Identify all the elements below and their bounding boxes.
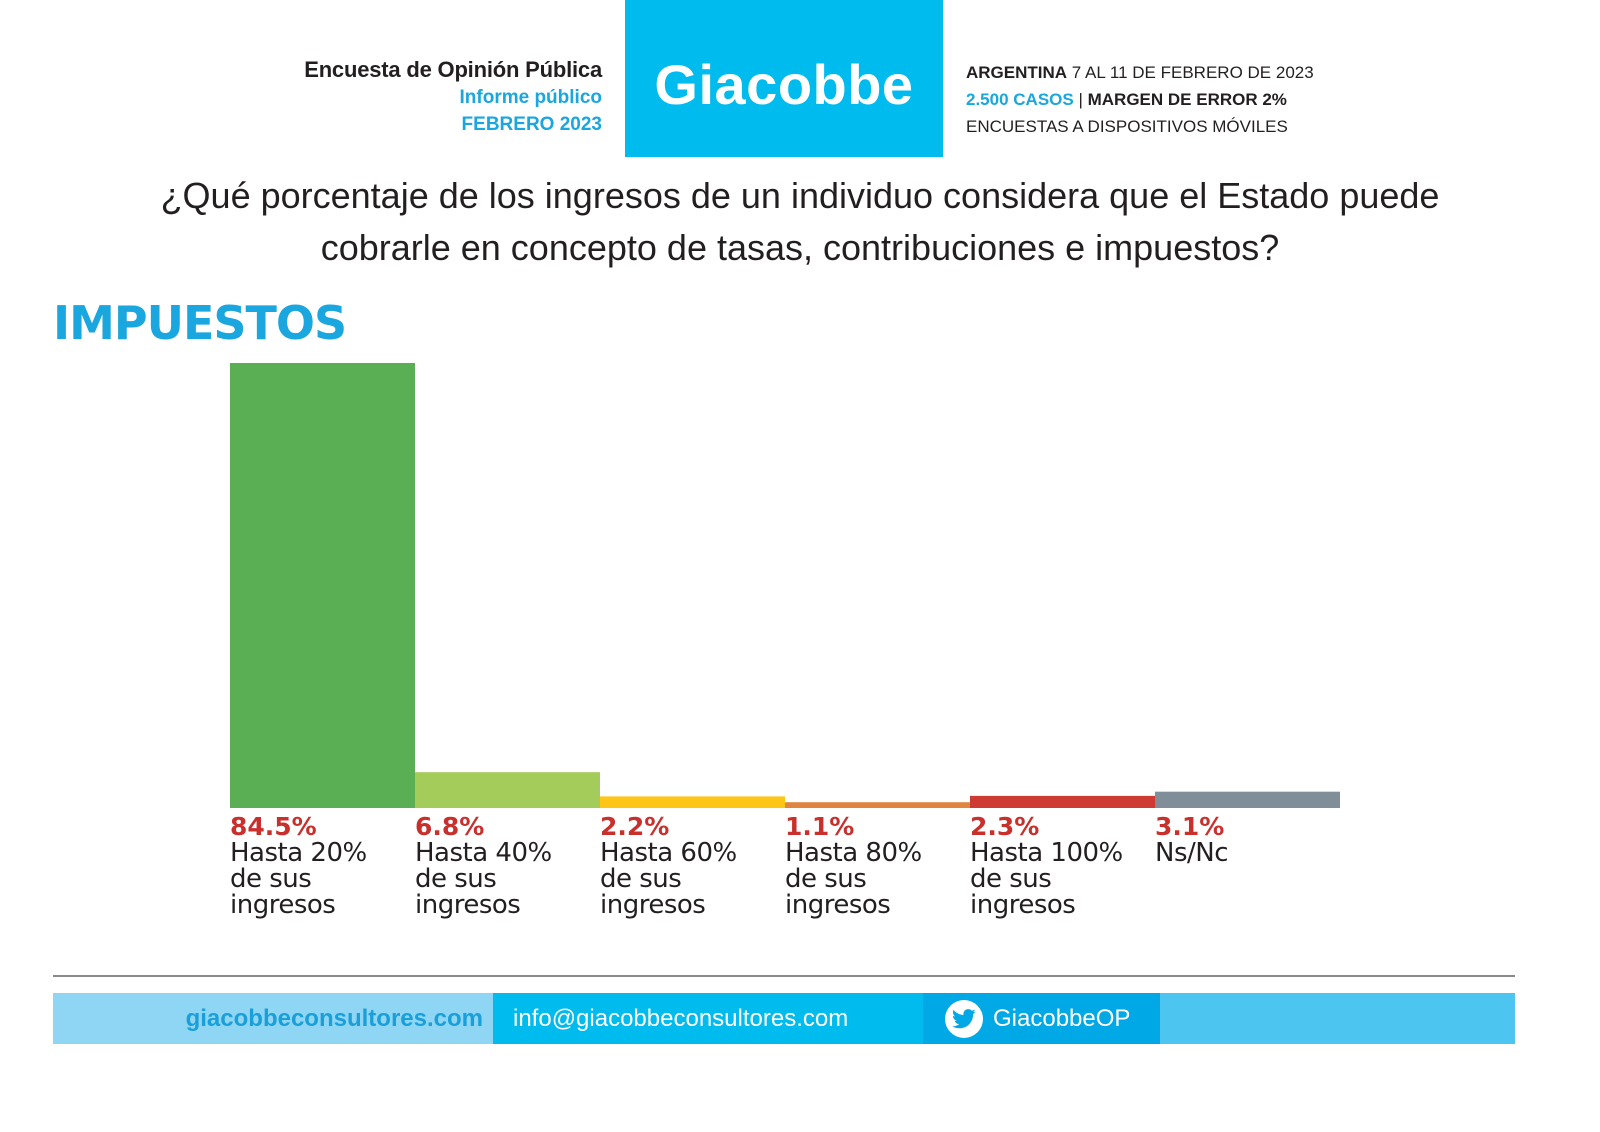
bar-label-group: 6.8% Hasta 40% de sus ingresos	[415, 812, 600, 920]
website-link[interactable]: giacobbeconsultores.com	[53, 993, 493, 1044]
bar-label-group: 3.1% Ns/Nc	[1155, 812, 1340, 868]
category-label-line: ingresos	[600, 890, 706, 920]
bar-value-label: 2.3%	[970, 812, 1040, 841]
bar-value-label: 84.5%	[230, 812, 317, 841]
twitter-handle: GiacobbeOP	[993, 1004, 1131, 1032]
category-label-line: de sus	[230, 864, 312, 894]
report-type: Informe público	[459, 87, 603, 108]
report-header-left: Encuesta de Opinión Pública Informe públ…	[150, 56, 602, 138]
category-label-line: Hasta 80%	[785, 838, 922, 868]
survey-question: ¿Qué porcentaje de los ingresos de un in…	[30, 170, 1570, 274]
category-label-line: Hasta 20%	[230, 838, 367, 868]
survey-metadata: ARGENTINA 7 AL 11 DE FEBRERO DE 2023 2.5…	[966, 59, 1386, 140]
category-label-line: Hasta 100%	[970, 838, 1123, 868]
bar-2	[415, 772, 600, 808]
question-line-2: cobrarle en concepto de tasas, contribuc…	[320, 227, 1280, 268]
survey-location-dates: ARGENTINA 7 AL 11 DE FEBRERO DE 2023	[966, 59, 1386, 86]
report-month: FEBRERO 2023	[461, 114, 602, 135]
category-label-line: ingresos	[785, 890, 891, 920]
category-label-line: ingresos	[230, 890, 336, 920]
category-label-line: de sus	[970, 864, 1052, 894]
email-text: info@giacobbeconsultores.com	[513, 1004, 849, 1032]
survey-method: ENCUESTAS A DISPOSITIVOS MÓVILES	[966, 117, 1288, 136]
bar-1	[230, 363, 415, 808]
website-text: giacobbeconsultores.com	[185, 1004, 483, 1032]
footer-divider	[53, 975, 1515, 977]
logo-text: Giacobbe	[654, 53, 914, 116]
bar-value-label: 3.1%	[1155, 812, 1225, 841]
separator: |	[1073, 90, 1088, 109]
category-label-line: Hasta 60%	[600, 838, 737, 868]
category-label-line: ingresos	[970, 890, 1076, 920]
survey-title: Encuesta de Opinión Pública	[304, 57, 602, 82]
bar-value-label: 6.8%	[415, 812, 485, 841]
bar-value-label: 1.1%	[785, 812, 855, 841]
twitter-bird-icon	[945, 999, 983, 1038]
footer-filler	[1160, 993, 1515, 1044]
category-label-line: de sus	[600, 864, 682, 894]
email-link[interactable]: info@giacobbeconsultores.com	[493, 993, 923, 1044]
chart-title: IMPUESTOS	[53, 296, 347, 350]
category-label-line: de sus	[785, 864, 867, 894]
survey-dates: 7 AL 11 DE FEBRERO DE 2023	[1067, 63, 1314, 82]
country: ARGENTINA	[966, 63, 1068, 82]
bar-label-group: 2.2% Hasta 60% de sus ingresos	[600, 812, 785, 920]
category-label-line: Ns/Nc	[1155, 838, 1229, 868]
bar-3	[600, 796, 785, 808]
survey-sample: 2.500 CASOS | MARGEN DE ERROR 2%	[966, 86, 1386, 113]
question-line-1: ¿Qué porcentaje de los ingresos de un in…	[160, 175, 1440, 216]
bar-6	[1155, 791, 1340, 808]
bar-5	[970, 795, 1155, 808]
margin-of-error: MARGEN DE ERROR 2%	[1087, 90, 1287, 109]
bar-label-group: 84.5% Hasta 20% de sus ingresos	[230, 812, 415, 920]
bar-label-group: 2.3% Hasta 100% de sus ingresos	[970, 812, 1155, 920]
giacobbe-logo: Giacobbe	[625, 0, 943, 157]
bar-label-group: 1.1% Hasta 80% de sus ingresos	[785, 812, 970, 920]
sample-size: 2.500 CASOS	[966, 90, 1074, 109]
bar-value-label: 2.2%	[600, 812, 670, 841]
footer-bar: giacobbeconsultores.com info@giacobbecon…	[53, 993, 1515, 1044]
category-label-line: de sus	[415, 864, 497, 894]
twitter-link[interactable]: GiacobbeOP	[923, 993, 1160, 1044]
category-label-line: Hasta 40%	[415, 838, 552, 868]
bar-4	[785, 802, 970, 808]
category-label-line: ingresos	[415, 890, 521, 920]
